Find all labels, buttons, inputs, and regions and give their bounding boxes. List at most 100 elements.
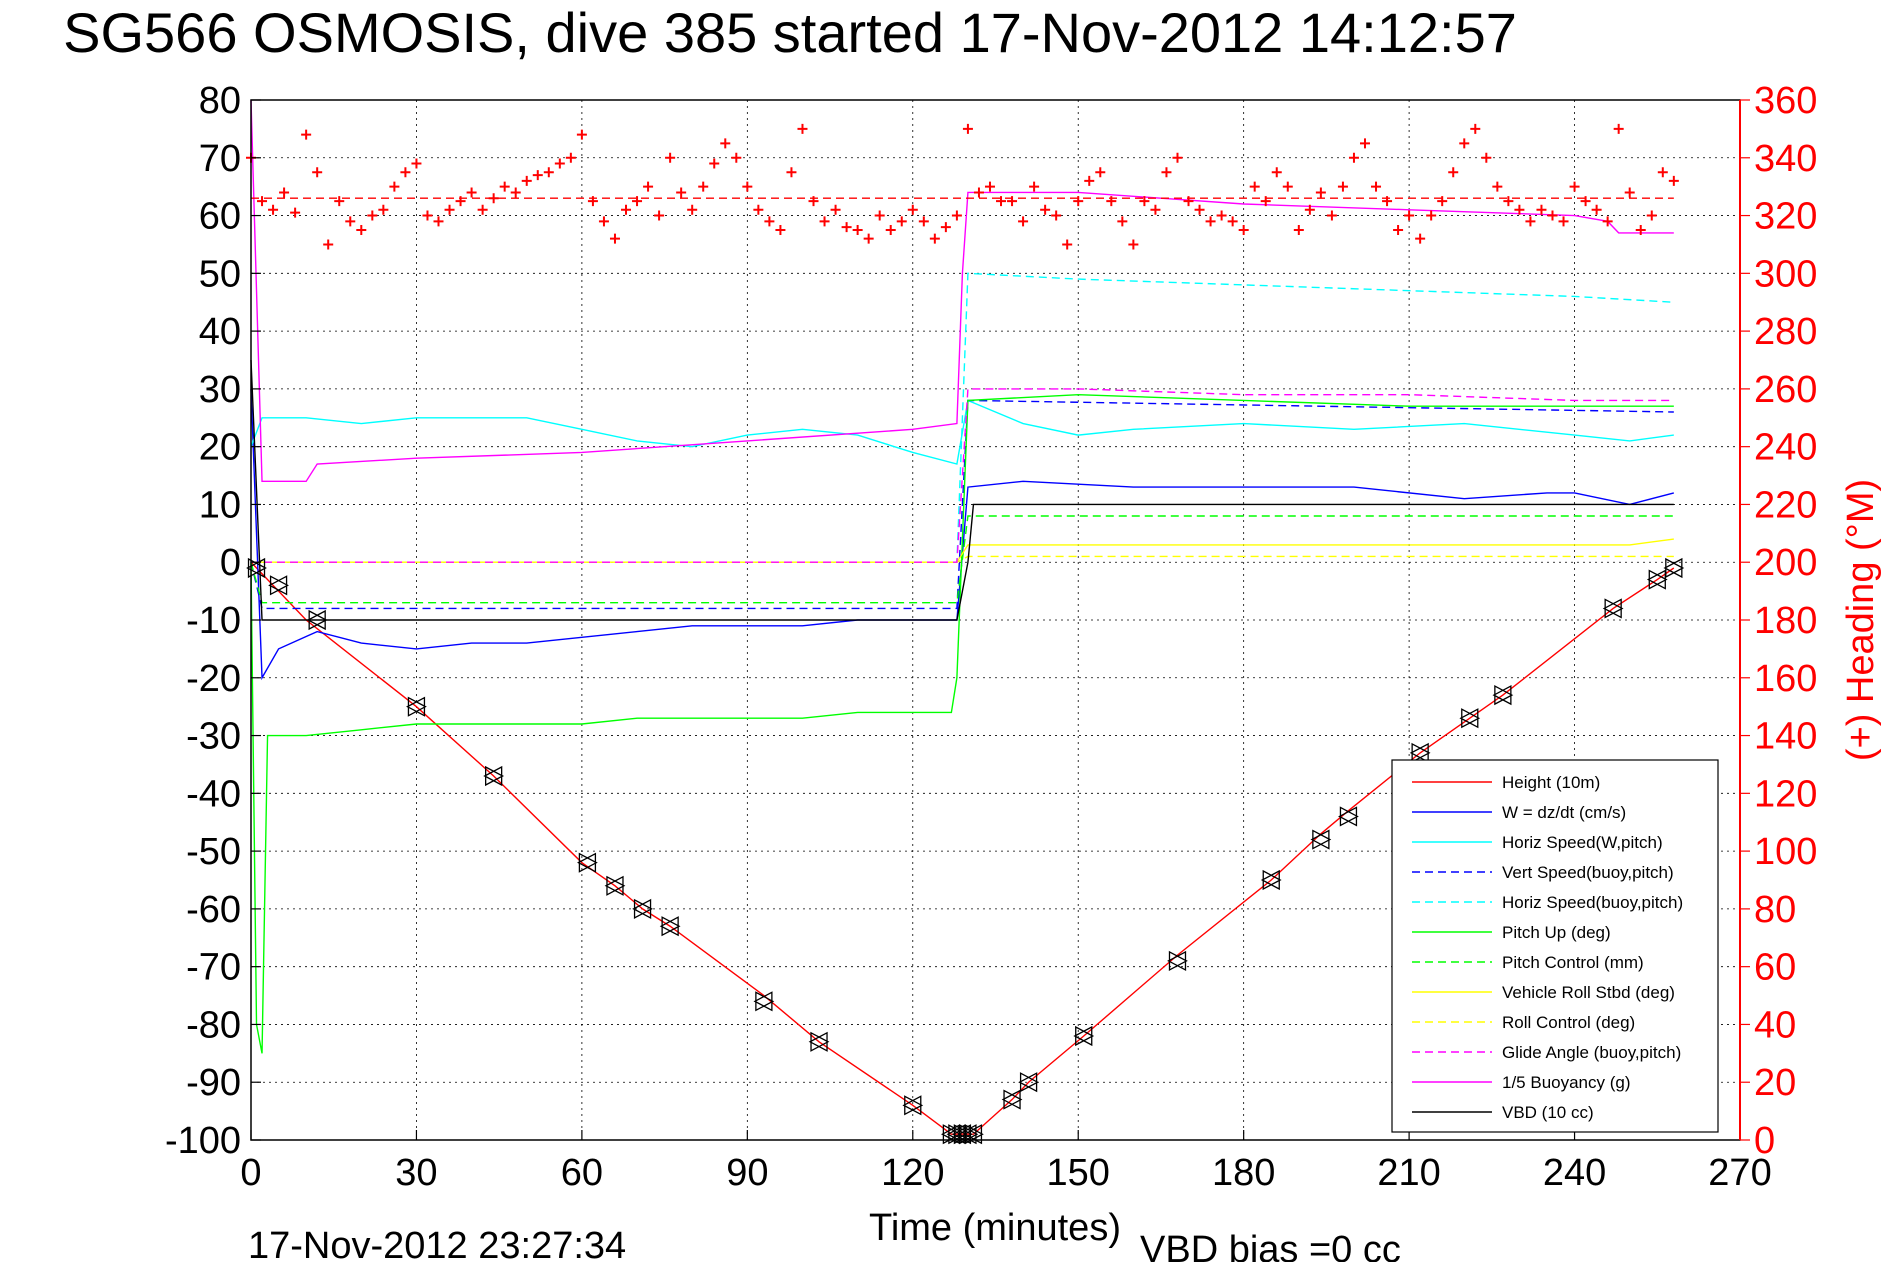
- heading-point: [1591, 204, 1602, 215]
- heading-point: [433, 216, 444, 227]
- heading-point: [1459, 138, 1470, 149]
- legend-entry-label: W = dz/dt (cm/s): [1502, 803, 1626, 822]
- heading-point: [1282, 181, 1293, 192]
- depth-marker: [1310, 829, 1332, 850]
- depth-marker-triangle-left: [306, 609, 326, 631]
- x-tick-label: 30: [395, 1152, 437, 1194]
- legend-entry-label: Horiz Speed(buoy,pitch): [1502, 893, 1683, 912]
- y2-tick-label: 320: [1754, 196, 1817, 238]
- heading-point: [643, 181, 654, 192]
- heading-point: [1128, 239, 1139, 250]
- heading-point: [863, 233, 874, 244]
- heading-point: [1095, 167, 1106, 178]
- heading-point: [444, 204, 455, 215]
- heading-point: [885, 225, 896, 235]
- heading-point: [1007, 196, 1018, 207]
- legend: Height (10m) W = dz/dt (cm/s) Horiz Speed(…: [1391, 759, 1719, 1133]
- y-tick-label: -80: [186, 1004, 241, 1046]
- heading-point: [1503, 196, 1514, 207]
- heading-point: [654, 210, 665, 221]
- heading-point: [1657, 167, 1668, 178]
- depth-marker: [1001, 1089, 1023, 1110]
- heading-point: [1569, 181, 1580, 192]
- depth-marker-triangle-left: [1260, 869, 1280, 891]
- legend-entry-label: 1/5 Buoyancy (g): [1502, 1073, 1631, 1092]
- y-tick-label: -20: [186, 658, 241, 700]
- heading-point: [852, 225, 863, 235]
- heading-point: [367, 210, 378, 221]
- x-tick-label: 180: [1212, 1152, 1275, 1194]
- heading-point: [797, 123, 808, 134]
- series-line: [251, 272, 1674, 563]
- series-line: [250, 515, 1674, 604]
- depth-marker: [902, 1095, 924, 1116]
- heading-point: [1293, 225, 1304, 235]
- y-tick-label: -40: [186, 773, 241, 815]
- heading-point: [1172, 152, 1183, 163]
- heading-point: [587, 196, 598, 207]
- heading-point: [1470, 123, 1481, 134]
- y-tick-label: 0: [220, 542, 241, 584]
- depth-marker-triangle-left: [963, 1124, 983, 1145]
- heading-point: [1216, 210, 1227, 221]
- depth-marker-triangle-left: [902, 1095, 922, 1116]
- y-tick-label: 40: [199, 311, 241, 353]
- heading-point: [896, 216, 907, 227]
- heading-point: [984, 181, 995, 192]
- heading-point: [775, 225, 786, 235]
- depth-marker: [1409, 742, 1431, 763]
- y2-tick-label: 220: [1754, 484, 1817, 526]
- depth-marker-triangle-left: [957, 1124, 977, 1145]
- heading-point: [510, 187, 521, 198]
- heading-point: [356, 225, 367, 235]
- y-tick-label: -70: [186, 947, 241, 989]
- heading-point: [676, 187, 687, 198]
- depth-marker: [808, 1031, 830, 1052]
- heading-point: [918, 216, 929, 227]
- heading-point: [973, 187, 984, 198]
- depth-marker: [246, 557, 267, 579]
- heading-point: [1040, 204, 1051, 215]
- heading-point: [1525, 216, 1536, 227]
- heading-point: [996, 196, 1007, 207]
- depth-marker-triangle-left: [753, 991, 773, 1012]
- y2-tick-label: 0: [1754, 1120, 1775, 1162]
- depth-marker-triangle-left: [632, 898, 652, 919]
- y2-tick-label: 80: [1754, 889, 1796, 931]
- y2-tick-label: 200: [1754, 542, 1817, 584]
- heading-point: [808, 196, 819, 207]
- depth-marker-triangle-left: [406, 696, 426, 717]
- y-tick-label: 60: [199, 196, 241, 238]
- depth-marker-triangle-left: [1663, 557, 1683, 579]
- y2-tick-label: 140: [1754, 716, 1817, 758]
- depth-marker-triangle-left: [1602, 598, 1622, 619]
- heading-point: [1624, 187, 1635, 198]
- heading-point: [400, 167, 411, 178]
- series-line: [250, 393, 1674, 1054]
- x-tick-label: 150: [1047, 1152, 1110, 1194]
- y-tick-label: -10: [186, 600, 241, 642]
- depth-marker: [952, 1124, 973, 1145]
- x-tick-label: 240: [1543, 1152, 1606, 1194]
- heading-point: [576, 129, 587, 140]
- heading-point: [1646, 210, 1657, 221]
- y-tick-label: 70: [199, 138, 241, 180]
- heading-point: [290, 207, 301, 218]
- heading-point: [951, 210, 962, 221]
- depth-marker: [483, 765, 505, 787]
- y-tick-label: -50: [186, 831, 241, 873]
- heading-point: [1348, 152, 1359, 163]
- heading-point: [720, 138, 731, 149]
- depth-marker: [1663, 557, 1685, 579]
- heading-point: [742, 181, 753, 192]
- heading-point: [819, 216, 830, 227]
- x-tick-label: 0: [240, 1152, 261, 1194]
- heading-point: [1547, 210, 1558, 221]
- depth-marker-triangle-left: [808, 1031, 828, 1052]
- depth-marker-triangle-left: [577, 852, 597, 873]
- heading-point: [929, 233, 940, 244]
- depth-marker: [604, 875, 626, 896]
- depth-marker-triangle-left: [659, 916, 679, 937]
- depth-marker: [1018, 1072, 1039, 1093]
- heading-point: [323, 239, 334, 250]
